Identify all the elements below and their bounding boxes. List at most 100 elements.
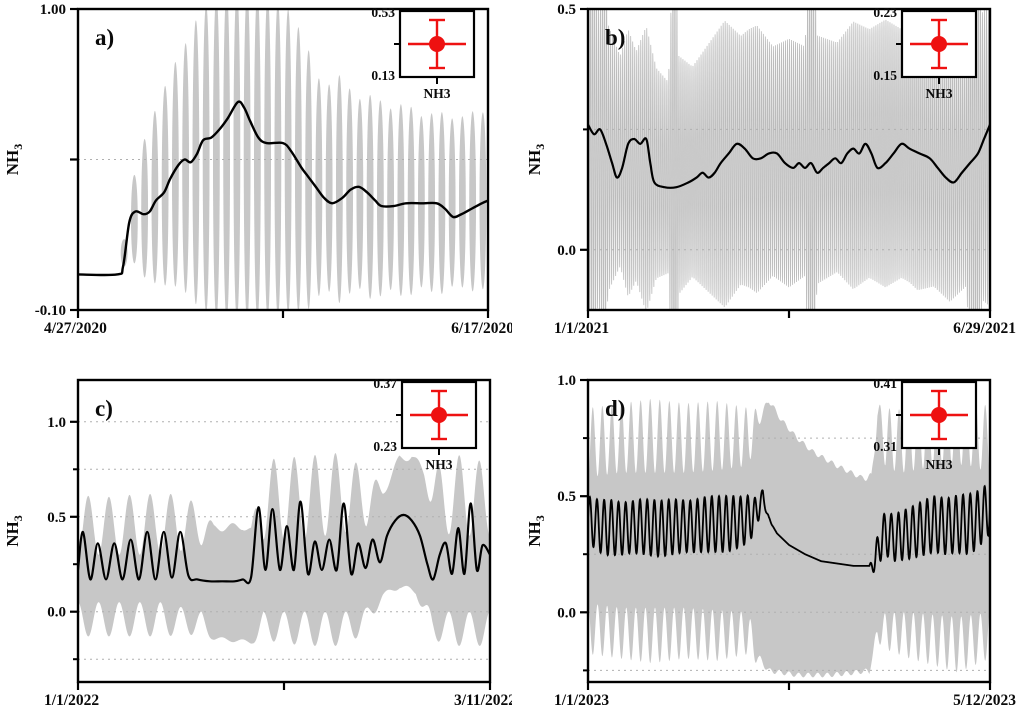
signal-lobe bbox=[407, 106, 415, 296]
signal-lobe bbox=[202, 9, 210, 310]
smoothed-line-series-d bbox=[588, 484, 990, 574]
signal-lobe bbox=[233, 9, 241, 310]
y-axis-a: 1.00 -0.10 bbox=[35, 2, 78, 319]
signal-lobe bbox=[458, 116, 466, 288]
inset-series-label: NH3 bbox=[426, 457, 453, 472]
inset-legend-d: 0.41 0.31 NH3 bbox=[873, 376, 978, 472]
raw-signal-series-b bbox=[588, 9, 990, 310]
y-tick-label: -0.10 bbox=[35, 303, 66, 319]
signal-lobe bbox=[294, 27, 302, 310]
inset-series-label: NH3 bbox=[926, 457, 953, 472]
x-axis-a: 4/27/2020 6/17/2020 bbox=[44, 310, 512, 337]
signal-lobe bbox=[305, 50, 313, 309]
signal-lobe bbox=[315, 78, 323, 296]
y-axis-title: NH3 bbox=[525, 515, 547, 547]
y-tick-label: 0.0 bbox=[47, 605, 66, 621]
signal-lobe bbox=[141, 138, 149, 278]
y-axis-title: NH3 bbox=[525, 144, 547, 176]
smoothed-trace bbox=[78, 100, 488, 277]
smoothed-trace bbox=[78, 500, 490, 585]
y-axis-c: 1.0 0.5 0.0 bbox=[47, 415, 78, 661]
signal-lobe bbox=[284, 9, 292, 310]
signal-lobe bbox=[212, 9, 220, 310]
panel-a-chart: 1.00 -0.104/27/2020 6/17/2020 NH3 a) 0.53 0.13… bbox=[3, 2, 512, 337]
inset-series-label: NH3 bbox=[424, 86, 451, 101]
y-axis-title: NH3 bbox=[3, 515, 25, 547]
y-axis-d: 1.0 0.5 0.0 bbox=[557, 373, 588, 672]
smoothed-trace bbox=[588, 124, 990, 189]
y-tick-label: 0.5 bbox=[47, 510, 66, 526]
x-axis-end-date: 6/29/2021 bbox=[953, 320, 1016, 337]
signal-lobe bbox=[223, 9, 231, 310]
smoothed-line-series-a bbox=[78, 100, 488, 277]
smoothed-line-series-c bbox=[78, 500, 490, 585]
inset-top-value: 0.53 bbox=[371, 5, 395, 20]
x-axis-start-date: 1/1/2021 bbox=[554, 320, 609, 337]
x-axis-c: 1/1/2022 3/11/2022 bbox=[44, 682, 512, 707]
y-axis-b: 0.5 0.0 bbox=[557, 2, 588, 259]
inset-bottom-value: 0.31 bbox=[873, 439, 897, 454]
red-dot-marker bbox=[931, 36, 947, 52]
inset-legend-a: 0.53 0.13 NH3 bbox=[371, 5, 476, 101]
signal-lobe bbox=[479, 112, 487, 290]
x-axis-end-date: 6/17/2020 bbox=[451, 320, 512, 337]
raw-signal-series-d bbox=[588, 390, 990, 678]
red-dot-marker bbox=[931, 407, 947, 423]
smoothed-line-series-b bbox=[588, 124, 990, 189]
inset-legend-c: 0.37 0.23 NH3 bbox=[373, 376, 478, 472]
uncertainty-band bbox=[588, 390, 990, 678]
signal-lobe bbox=[253, 9, 261, 310]
signal-lobe bbox=[469, 111, 477, 292]
x-axis-start-date: 1/1/2023 bbox=[554, 692, 609, 707]
inset-top-value: 0.37 bbox=[373, 376, 397, 391]
panel-letter: b) bbox=[605, 25, 625, 50]
y-tick-label: 0.5 bbox=[557, 489, 576, 505]
y-tick-label: 0.5 bbox=[557, 2, 576, 18]
x-axis-end-date: 5/12/2023 bbox=[953, 692, 1016, 707]
gridlines-d bbox=[588, 437, 990, 671]
signal-lobe bbox=[417, 116, 425, 288]
y-tick-label: 0.0 bbox=[557, 605, 576, 621]
y-tick-label: 1.00 bbox=[40, 2, 66, 18]
inset-series-label: NH3 bbox=[926, 86, 953, 101]
signal-lobe bbox=[376, 100, 384, 297]
red-dot-marker bbox=[429, 36, 445, 52]
inset-bottom-value: 0.15 bbox=[873, 68, 897, 83]
signal-lobe bbox=[448, 118, 456, 287]
gridlines-b bbox=[588, 128, 990, 251]
inset-legend-b: 0.23 0.15 NH3 bbox=[873, 5, 978, 101]
signal-lobe bbox=[264, 9, 272, 310]
inset-top-value: 0.41 bbox=[873, 376, 897, 391]
signal-lobe bbox=[151, 110, 159, 284]
panel-letter: a) bbox=[95, 25, 114, 50]
panel-d-chart: 1.0 0.5 0.0 1/1/2023 5/12/2023 NH3 d) 0.41 0.31 N… bbox=[525, 373, 1016, 707]
signal-lobe bbox=[387, 108, 395, 291]
y-tick-label: 0.0 bbox=[557, 243, 576, 259]
x-axis-end-date: 3/11/2022 bbox=[454, 692, 512, 707]
panel-letter: c) bbox=[95, 396, 113, 421]
noise-trace bbox=[588, 9, 990, 310]
inset-top-value: 0.23 bbox=[873, 5, 897, 20]
inset-bottom-value: 0.13 bbox=[371, 68, 395, 83]
signal-lobe bbox=[325, 84, 333, 292]
signal-lobe bbox=[438, 112, 446, 295]
x-axis-start-date: 4/27/2020 bbox=[44, 320, 107, 337]
y-axis-title: NH3 bbox=[3, 144, 25, 176]
signal-lobe bbox=[335, 75, 343, 304]
signal-lobe bbox=[171, 61, 179, 287]
x-axis-start-date: 1/1/2022 bbox=[44, 692, 99, 707]
y-tick-label: 1.0 bbox=[557, 373, 576, 389]
panel-letter: d) bbox=[605, 396, 625, 421]
signal-lobe bbox=[161, 85, 169, 286]
panel-c-chart: 1.0 0.5 0.0 1/1/2022 3/11/2022 NH3 c) 0.37 0.23 N… bbox=[3, 376, 512, 707]
panel-b-chart: 0.5 0.0 1/1/2021 6/29/2021 NH3 b) 0.23 0.15 NH3 bbox=[525, 2, 1016, 337]
signal-lobe bbox=[356, 98, 364, 290]
y-tick-label: 1.0 bbox=[47, 415, 66, 431]
red-dot-marker bbox=[431, 407, 447, 423]
x-axis-d: 1/1/2023 5/12/2023 bbox=[554, 682, 1016, 707]
inset-bottom-value: 0.23 bbox=[373, 439, 397, 454]
signal-lobe bbox=[397, 104, 405, 297]
signal-lobe bbox=[182, 43, 190, 293]
signal-lobe bbox=[192, 20, 200, 305]
